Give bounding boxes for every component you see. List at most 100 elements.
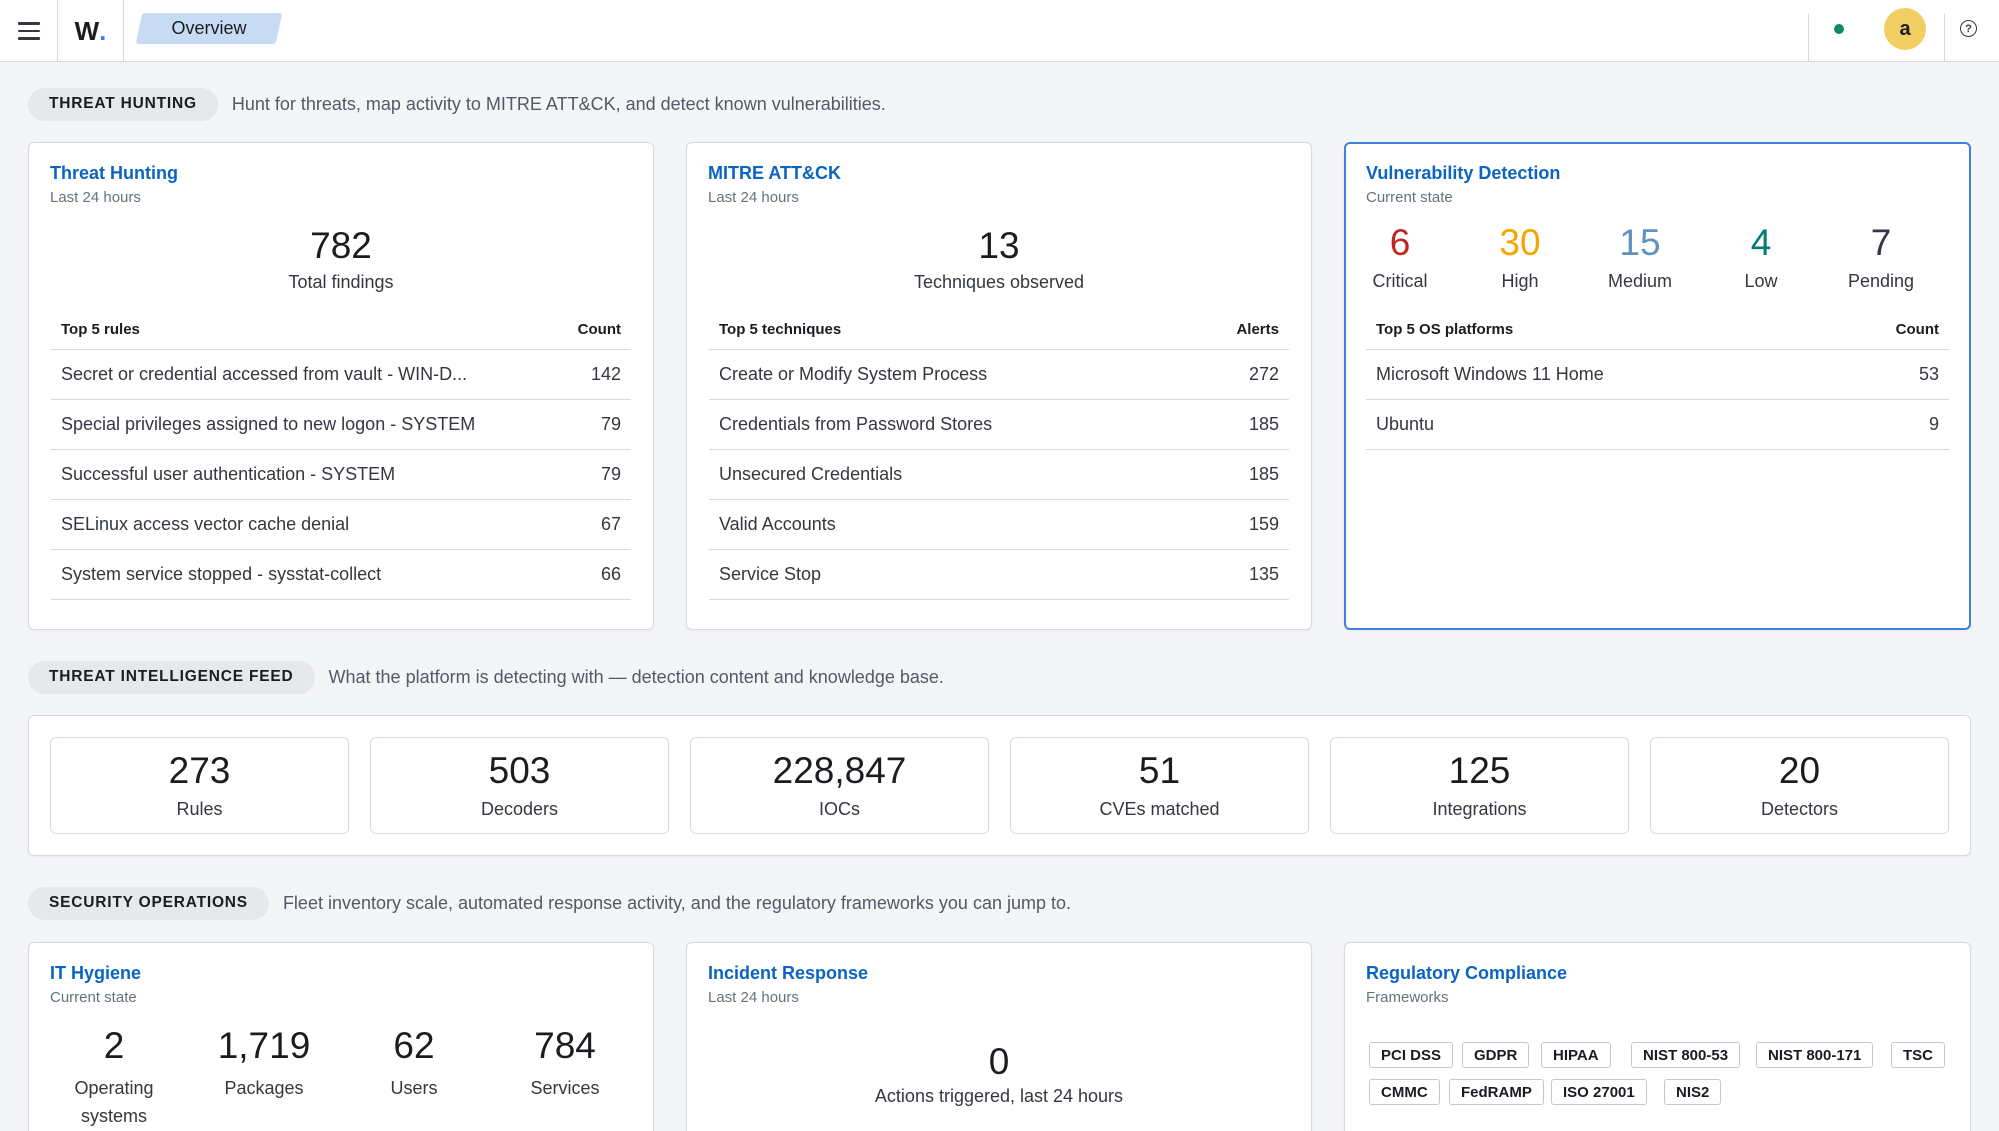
stat-label: CVEs matched bbox=[1099, 799, 1220, 819]
table-row[interactable]: Special privileges assigned to new logon… bbox=[51, 400, 631, 450]
section-label: SECURITY OPERATIONS bbox=[28, 886, 269, 920]
stat-value: 62 bbox=[393, 1025, 435, 1066]
panel-subtitle: Current state bbox=[1366, 189, 1453, 206]
framework-nist-800-171[interactable]: NIST 800-171 bbox=[1756, 1042, 1874, 1068]
section-header-threat-intel: THREAT INTELLIGENCE FEED What the platfo… bbox=[28, 659, 944, 695]
mitre-attack-panel: MITRE ATT&CK Last 24 hours 13 Techniques… bbox=[686, 142, 1312, 630]
severity-label: Low bbox=[1744, 271, 1778, 291]
stat-label: Packages bbox=[224, 1078, 304, 1098]
framework-hipaa[interactable]: HIPAA bbox=[1541, 1042, 1611, 1068]
severity-label: Medium bbox=[1607, 271, 1673, 291]
table-row[interactable]: Unsecured Credentials 185 bbox=[709, 450, 1289, 500]
table-row[interactable]: Microsoft Windows 11 Home 53 bbox=[1366, 350, 1949, 400]
row-name: SELinux access vector cache denial bbox=[61, 514, 350, 534]
framework-pci-dss[interactable]: PCI DSS bbox=[1369, 1042, 1454, 1068]
severity-value: 7 bbox=[1870, 222, 1892, 263]
row-name: Secret or credential accessed from vault… bbox=[61, 364, 468, 384]
row-name: Unsecured Credentials bbox=[719, 464, 903, 484]
vulnerability-detection-panel[interactable]: Vulnerability Detection Current state 6 C… bbox=[1344, 142, 1971, 630]
incident-response-panel: Incident Response Last 24 hours 0 Action… bbox=[686, 942, 1312, 1131]
stat-rules[interactable]: 273 Rules bbox=[50, 737, 349, 834]
stat-iocs[interactable]: 228,847 IOCs bbox=[690, 737, 989, 834]
row-name: Successful user authentication - SYSTEM bbox=[61, 464, 396, 484]
table-row[interactable]: Successful user authentication - SYSTEM 7… bbox=[51, 450, 631, 500]
logo[interactable]: W. bbox=[58, 0, 124, 62]
framework-iso-27001[interactable]: ISO 27001 bbox=[1551, 1079, 1647, 1105]
table-row[interactable]: Create or Modify System Process 272 bbox=[709, 350, 1289, 400]
stat-decoders[interactable]: 503 Decoders bbox=[370, 737, 669, 834]
section-header-security-operations: SECURITY OPERATIONS Fleet inventory scal… bbox=[28, 885, 1071, 921]
table-row[interactable]: Credentials from Password Stores 185 bbox=[709, 400, 1289, 450]
framework-gdpr[interactable]: GDPR bbox=[1462, 1042, 1530, 1068]
severity-high[interactable]: 30 High bbox=[1465, 224, 1575, 292]
stat-label: Integrations bbox=[1432, 799, 1527, 819]
table-row[interactable]: Secret or credential accessed from vault… bbox=[51, 350, 631, 400]
panel-subtitle: Frameworks bbox=[1366, 989, 1449, 1006]
menu-icon[interactable] bbox=[0, 0, 58, 62]
row-value: 142 bbox=[590, 364, 621, 384]
column-header-name: Top 5 OS platforms bbox=[1376, 321, 1514, 338]
severity-low[interactable]: 4 Low bbox=[1706, 224, 1816, 292]
table-row[interactable]: Ubuntu 9 bbox=[1366, 400, 1949, 450]
row-value: 79 bbox=[600, 414, 621, 434]
row-value: 66 bbox=[600, 564, 621, 584]
panel-subtitle: Last 24 hours bbox=[708, 989, 799, 1006]
severity-value: 30 bbox=[1499, 222, 1541, 263]
table-row[interactable]: SELinux access vector cache denial 67 bbox=[51, 500, 631, 550]
stat-value: 20 bbox=[1778, 750, 1821, 791]
row-name: Service Stop bbox=[719, 564, 822, 584]
table-row[interactable]: System service stopped - sysstat-collect… bbox=[51, 550, 631, 600]
avatar-initial: a bbox=[1899, 17, 1911, 40]
total-findings-label: Total findings bbox=[288, 272, 394, 292]
breadcrumb-label: Overview bbox=[171, 18, 247, 38]
framework-tsc[interactable]: TSC bbox=[1891, 1042, 1945, 1068]
row-value: 79 bbox=[600, 464, 621, 484]
stat-services[interactable]: 784 Services bbox=[505, 1027, 625, 1102]
row-name: Special privileges assigned to new logon… bbox=[61, 414, 476, 434]
column-header-name: Top 5 techniques bbox=[719, 321, 842, 338]
breadcrumb-overview[interactable]: Overview bbox=[139, 13, 279, 44]
status-indicator-icon bbox=[1834, 24, 1844, 34]
framework-nist-800-53[interactable]: NIST 800-53 bbox=[1631, 1042, 1741, 1068]
threat-intel-panel: 273 Rules 503 Decoders 228,847 IOCs 51 CVEs … bbox=[28, 715, 1971, 856]
stat-detectors[interactable]: 20 Detectors bbox=[1650, 737, 1949, 834]
stat-label: Detectors bbox=[1760, 799, 1839, 819]
severity-label: Pending bbox=[1847, 271, 1915, 291]
stat-value: 273 bbox=[168, 750, 231, 791]
row-name: Ubuntu bbox=[1376, 414, 1435, 434]
help-icon[interactable]: ? bbox=[1960, 20, 1977, 37]
stat-value: 784 bbox=[534, 1025, 596, 1066]
stat-operating-systems[interactable]: 2 Operating systems bbox=[59, 1027, 169, 1130]
framework-cmmc[interactable]: CMMC bbox=[1369, 1079, 1440, 1105]
total-findings-value: 782 bbox=[310, 225, 372, 266]
table-header: Top 5 OS platforms Count bbox=[1366, 310, 1949, 350]
stat-label: Decoders bbox=[480, 799, 559, 819]
stat-integrations[interactable]: 125 Integrations bbox=[1330, 737, 1629, 834]
framework-nis2[interactable]: NIS2 bbox=[1664, 1079, 1722, 1105]
panel-title-link[interactable]: Vulnerability Detection bbox=[1366, 163, 1561, 183]
stat-value: 125 bbox=[1448, 750, 1511, 791]
stat-packages[interactable]: 1,719 Packages bbox=[209, 1027, 319, 1102]
panel-title-link[interactable]: Regulatory Compliance bbox=[1366, 963, 1568, 983]
panel-subtitle: Current state bbox=[50, 989, 137, 1006]
framework-fedramp[interactable]: FedRAMP bbox=[1449, 1079, 1544, 1105]
severity-medium[interactable]: 15 Medium bbox=[1585, 224, 1695, 292]
panel-title-link[interactable]: Incident Response bbox=[708, 963, 869, 983]
stat-label: Rules bbox=[176, 799, 223, 819]
severity-pending[interactable]: 7 Pending bbox=[1826, 224, 1936, 292]
divider bbox=[1944, 14, 1945, 61]
avatar[interactable]: a bbox=[1884, 8, 1926, 50]
table-row[interactable]: Service Stop 135 bbox=[709, 550, 1289, 600]
stat-cves-matched[interactable]: 51 CVEs matched bbox=[1010, 737, 1309, 834]
stat-value: 1,719 bbox=[217, 1025, 311, 1066]
row-value: 53 bbox=[1918, 364, 1939, 384]
severity-critical[interactable]: 6 Critical bbox=[1345, 224, 1455, 292]
table-row[interactable]: Valid Accounts 159 bbox=[709, 500, 1289, 550]
stat-users[interactable]: 62 Users bbox=[369, 1027, 459, 1102]
panel-title-link[interactable]: IT Hygiene bbox=[50, 963, 142, 983]
row-value: 159 bbox=[1248, 514, 1279, 534]
severity-value: 15 bbox=[1619, 222, 1661, 263]
panel-title-link[interactable]: Threat Hunting bbox=[50, 163, 178, 183]
panel-title-link[interactable]: MITRE ATT&CK bbox=[708, 163, 841, 183]
severity-label: Critical bbox=[1372, 271, 1428, 291]
